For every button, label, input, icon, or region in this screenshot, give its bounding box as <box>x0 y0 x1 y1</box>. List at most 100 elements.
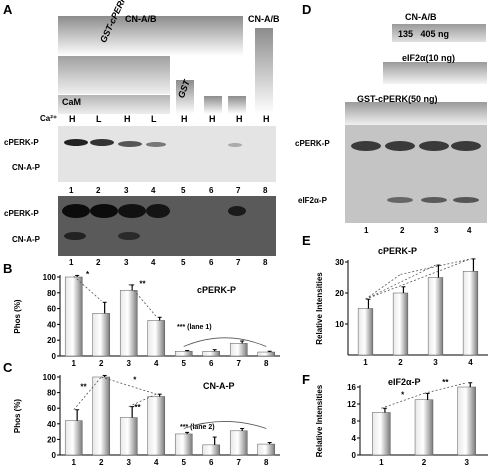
band <box>228 206 246 216</box>
y-tick-label: 100 <box>43 373 57 382</box>
panel-c-letter: C <box>3 360 13 375</box>
lane-number: 2 <box>96 186 101 195</box>
ca-level: H <box>236 114 243 124</box>
lane-bracket <box>183 337 267 347</box>
cam-bar <box>58 95 170 114</box>
ca-level: H <box>263 114 270 124</box>
y-tick-label: 40 <box>47 320 56 329</box>
band <box>118 204 146 218</box>
panel-d-amounts: 135 405 ng <box>398 29 450 39</box>
significance-mark: ** <box>80 382 87 391</box>
panel-d-gst-cperk: GST-cPERK(50 ng) <box>357 94 438 104</box>
row-label-cna-top: CN-A-P <box>12 163 40 172</box>
y-tick-label: 4 <box>352 434 357 443</box>
cna-b-right-bar <box>255 28 273 114</box>
band <box>228 143 242 147</box>
row-label-d-cperk: cPERK-P <box>295 139 330 148</box>
bar <box>357 308 374 356</box>
y-tick-label: 80 <box>47 289 56 298</box>
x-tick-label: 8 <box>264 458 269 467</box>
blot-d <box>345 125 487 223</box>
bar <box>202 351 221 357</box>
ca-level: L <box>96 114 102 124</box>
band <box>419 141 449 151</box>
ca-level: H <box>124 114 131 124</box>
panel-d-eif2a: eIF2α(10 ng) <box>402 53 456 63</box>
panel-f-letter: F <box>302 372 310 387</box>
y-tick-label: 10 <box>335 320 344 329</box>
y-tick-label: 60 <box>47 305 56 314</box>
blot-top <box>58 126 276 182</box>
y-tick-label: 20 <box>335 289 344 298</box>
band <box>64 232 86 240</box>
x-tick-label: 4 <box>468 358 473 367</box>
ca-level: L <box>151 114 157 124</box>
cam-label: CaM <box>62 97 82 107</box>
row-label-cperk-top: cPERK-P <box>4 138 39 147</box>
significance-mark: * <box>401 391 405 400</box>
blot-bottom <box>58 196 276 256</box>
lane-number: 3 <box>124 186 129 195</box>
x-tick-label: 3 <box>433 358 438 367</box>
lane7-bar <box>228 96 246 114</box>
band <box>118 232 140 240</box>
ca-level: H <box>209 114 216 124</box>
significance-line <box>73 376 102 411</box>
lane-number: 6 <box>209 186 214 195</box>
y-tick-label: 12 <box>347 400 356 409</box>
lane-number: 5 <box>181 186 186 195</box>
x-tick-label: 8 <box>264 359 269 368</box>
y-tick-label: 0 <box>52 352 57 361</box>
panel-f-title: eIF2α-P <box>388 377 421 387</box>
significance-line <box>101 376 157 395</box>
bar <box>174 433 193 456</box>
x-tick-label: 4 <box>154 458 159 467</box>
x-tick-label: 1 <box>379 458 384 467</box>
significance-mark: * <box>133 375 137 384</box>
lane-number: 7 <box>236 186 241 195</box>
lane-number: 3 <box>124 258 129 267</box>
band <box>64 139 88 146</box>
bar <box>392 292 409 356</box>
band <box>421 197 447 203</box>
x-tick-label: 3 <box>464 458 469 467</box>
panel-c-title: CN-A-P <box>203 381 235 391</box>
lane-number: 4 <box>151 186 156 195</box>
x-tick-label: 1 <box>72 458 77 467</box>
bar <box>174 351 193 357</box>
x-tick-label: 6 <box>209 359 214 368</box>
y-axis-label: Phos (%) <box>13 299 22 334</box>
y-tick-label: 30 <box>335 258 344 267</box>
band <box>90 204 118 218</box>
lane-number: 8 <box>263 186 268 195</box>
lane-number: 3 <box>434 226 439 235</box>
y-tick-label: 20 <box>47 435 56 444</box>
y-axis-label: Phos (%) <box>13 399 22 434</box>
bar <box>147 320 166 357</box>
significance-line <box>365 258 471 300</box>
bar <box>64 420 83 456</box>
x-tick-label: 2 <box>398 358 403 367</box>
row-label-cna-bottom: CN-A-P <box>12 235 40 244</box>
band <box>351 141 381 151</box>
gst-cperk-bar <box>58 56 170 94</box>
bar <box>92 313 111 357</box>
y-tick-label: 0 <box>352 451 357 460</box>
band <box>387 197 413 203</box>
y-axis-label: Relative Intensities <box>315 272 324 345</box>
panel-b-letter: B <box>3 261 13 276</box>
significance-mark: ** <box>134 403 141 412</box>
x-tick-label: 2 <box>422 458 427 467</box>
bar <box>457 386 476 456</box>
significance-line <box>381 392 425 409</box>
x-tick-label: 1 <box>363 358 368 367</box>
x-tick-label: 2 <box>99 359 104 368</box>
bar <box>119 290 138 357</box>
lane6-bar <box>204 96 222 114</box>
bar <box>372 412 391 456</box>
significance-line <box>128 393 157 408</box>
band <box>146 142 166 147</box>
lane-number: 7 <box>236 258 241 267</box>
